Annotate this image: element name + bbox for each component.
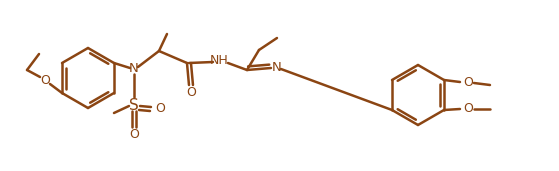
Text: N: N bbox=[129, 62, 139, 76]
Text: O: O bbox=[129, 128, 139, 141]
Text: O: O bbox=[155, 102, 165, 115]
Text: O: O bbox=[40, 74, 50, 87]
Text: S: S bbox=[129, 98, 139, 114]
Text: O: O bbox=[186, 87, 196, 100]
Text: O: O bbox=[463, 76, 473, 89]
Text: NH: NH bbox=[210, 55, 229, 68]
Text: N: N bbox=[272, 62, 282, 75]
Text: O: O bbox=[463, 102, 473, 115]
